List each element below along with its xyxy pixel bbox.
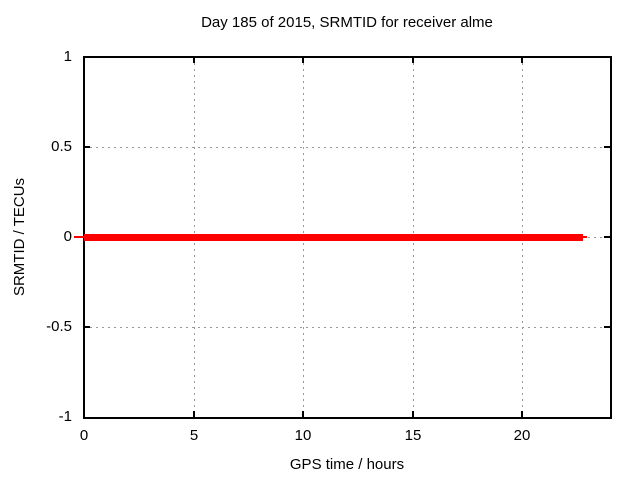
- chart-title: Day 185 of 2015, SRMTID for receiver alm…: [201, 14, 493, 31]
- x-tick-label-0: 0: [79, 427, 89, 444]
- x-tick-label-10: 10: [294, 427, 312, 444]
- tick-top-10h: [302, 57, 304, 63]
- tick-bottom-5h: [193, 411, 195, 417]
- tick-right-zero: [604, 236, 610, 238]
- tick-left-neg0p5: [84, 326, 90, 328]
- gridline-horizontal-neg0p5: [84, 327, 610, 328]
- y-tick-label-neg0p5: -0.5: [46, 318, 72, 335]
- tick-top-20h: [521, 57, 523, 63]
- tick-bottom-10h: [302, 411, 304, 417]
- tick-right-pos0p5: [604, 146, 610, 148]
- y-tick-label-0: 0: [63, 228, 72, 245]
- y-tick-label-neg1: -1: [58, 408, 72, 425]
- tick-right-neg0p5: [604, 326, 610, 328]
- tick-top-15h: [412, 57, 414, 63]
- y-tick-label-1: 1: [63, 48, 72, 65]
- x-tick-label-20: 20: [513, 427, 531, 444]
- x-axis-label: GPS time / hours: [289, 456, 405, 473]
- tick-bottom-20h: [521, 411, 523, 417]
- x-tick-label-15: 15: [404, 427, 422, 444]
- y-tick-label-0p5: 0.5: [51, 138, 72, 155]
- plot-area: [74, 57, 610, 417]
- gridline-horizontal-pos0p5: [84, 147, 610, 148]
- data-line-srmtid: [84, 234, 583, 241]
- tick-top-5h: [193, 57, 195, 63]
- tick-bottom-15h: [412, 411, 414, 417]
- x-tick-label-5: 5: [189, 427, 199, 444]
- tick-left-pos0p5: [84, 146, 90, 148]
